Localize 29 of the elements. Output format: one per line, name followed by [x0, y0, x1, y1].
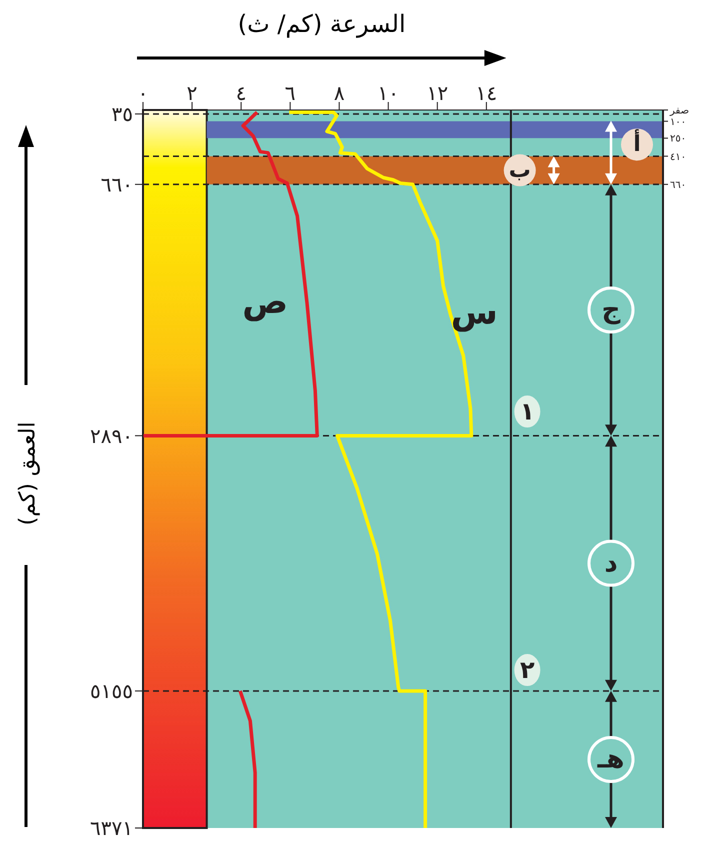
x-tick-label: ١٢ — [426, 81, 448, 105]
annotation: ب — [508, 158, 531, 183]
x-axis-title: السرعة (كم/ ث) — [236, 10, 407, 38]
x-tick-label: ٠ — [138, 81, 148, 105]
y2-tick-label: صفر — [669, 106, 690, 117]
y2-tick-label: ٢٥٠ — [670, 134, 686, 145]
y2-tick-label: ١٠٠ — [670, 116, 686, 128]
annotation: ج — [602, 295, 621, 326]
x-tick-label: ١٤ — [476, 81, 498, 105]
annotation: ١ — [520, 398, 535, 426]
x-tick-label: ٢ — [186, 81, 198, 105]
series-label: س — [450, 292, 498, 332]
x-tick-label: ٤ — [236, 81, 246, 105]
series-label: ص — [242, 282, 288, 322]
x-tick-label: ١٠ — [378, 81, 400, 105]
y-tick-label: ٦٣٧١ — [90, 816, 133, 840]
annotation: ٢ — [520, 656, 535, 684]
y2-tick-label: ٦٦٠ — [670, 180, 686, 191]
y2-tick-label: ٤١٠ — [670, 152, 686, 163]
y-tick-label: ٢٨٩٠ — [90, 424, 133, 448]
annotation: هـ — [596, 744, 624, 774]
annotation: أ — [633, 129, 641, 158]
y-axis-title: العمق (كم) — [16, 420, 40, 528]
y-tick-label: ٣٥ — [112, 102, 133, 126]
x-tick-label: ٨ — [334, 81, 345, 105]
y-tick-label: ٦٦٠ — [100, 172, 133, 196]
x-tick-label: ٦ — [284, 81, 296, 105]
annotation: د — [604, 548, 618, 578]
y-tick-label: ٥١٥٥ — [90, 679, 133, 704]
